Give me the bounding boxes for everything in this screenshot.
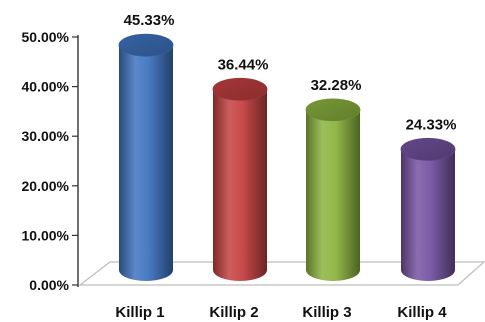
bar-body bbox=[119, 45, 173, 281]
data-label: 32.28% bbox=[311, 77, 362, 94]
bar-3 bbox=[305, 98, 361, 281]
bar-top bbox=[118, 33, 174, 57]
x-tick-label: Killip 3 bbox=[302, 304, 351, 321]
y-tick-label: 30.00% bbox=[22, 128, 70, 144]
bar-body bbox=[401, 149, 455, 281]
y-tick-label: 20.00% bbox=[22, 178, 70, 194]
data-label: 24.33% bbox=[406, 116, 457, 133]
bar-top bbox=[305, 98, 361, 122]
bar-2 bbox=[212, 77, 268, 281]
x-tick-label: Killip 4 bbox=[397, 304, 447, 321]
bar-body bbox=[213, 89, 267, 281]
chart-floor bbox=[78, 261, 485, 286]
y-tick-label: 50.00% bbox=[22, 29, 70, 45]
x-tick-label: Killip 2 bbox=[209, 304, 258, 321]
floor-plane bbox=[78, 261, 485, 286]
y-tick-label: 40.00% bbox=[22, 79, 70, 95]
y-axis: 0.00% 10.00% 20.00% 30.00% 40.00% 50.00% bbox=[22, 29, 79, 293]
x-tick-label: Killip 1 bbox=[115, 304, 164, 321]
bar-body bbox=[306, 109, 360, 281]
bars bbox=[118, 33, 456, 281]
labels: 45.33% Killip 1 36.44% Killip 2 32.28% Killip… bbox=[115, 12, 456, 321]
y-tick-label: 0.00% bbox=[29, 277, 69, 293]
bar-4 bbox=[400, 137, 456, 281]
bar-top bbox=[400, 137, 456, 161]
data-label: 45.33% bbox=[124, 12, 175, 29]
y-tick-label: 10.00% bbox=[22, 227, 70, 243]
bar-top bbox=[212, 77, 268, 101]
bar-1 bbox=[118, 33, 174, 281]
data-label: 36.44% bbox=[218, 56, 269, 73]
